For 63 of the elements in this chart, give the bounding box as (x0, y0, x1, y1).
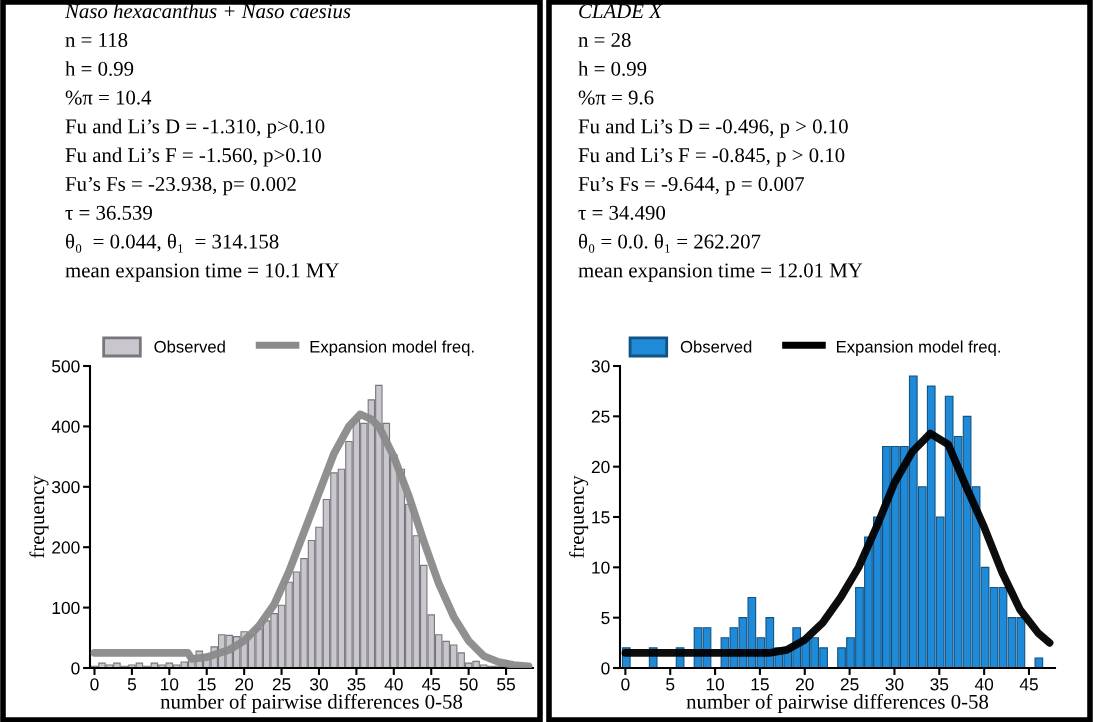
x-tick-label: 25 (272, 678, 291, 691)
chart-title: Naso hexacanthus + Naso caesius (64, 3, 351, 19)
x-tick-label: 55 (497, 678, 515, 691)
text: h = 0.99 (578, 61, 647, 76)
y-tick-label: 15 (592, 511, 610, 524)
text: Fu and Li’s F = -0.845, p > 0.10 (578, 147, 845, 167)
x-tick-label: 15 (751, 678, 769, 691)
x-tick-label: 30 (885, 678, 904, 691)
x-tick-label: 0 (90, 678, 99, 691)
x-tick-label: 35 (930, 678, 949, 691)
legend-label: Expansion model freq. (837, 340, 1000, 356)
text: h = 0.99 (65, 61, 134, 76)
x-tick-label: 20 (795, 678, 814, 691)
x-tick-label: 10 (706, 678, 725, 691)
x-tick-label: 20 (235, 678, 254, 691)
x-tick-label: 0 (621, 678, 630, 691)
x-tick-label: 45 (421, 678, 441, 691)
x-tick-label: 25 (840, 678, 859, 691)
x-axis-title: number of pairwise differences 0-58 (160, 693, 463, 714)
y-tick-label: 500 (52, 360, 80, 373)
chart-title: CLADE X (579, 4, 663, 19)
text: mean expansion time = 12.01 MY (578, 263, 863, 282)
y-tick-label: 30 (591, 360, 610, 373)
text: %π = 10.4 (65, 90, 152, 105)
x-tick-label: 50 (459, 678, 478, 691)
text: Fu and Li’s D = -0.496, p > 0.10 (578, 118, 848, 138)
y-tick-label: 100 (52, 601, 80, 615)
text: θ₀ = 0.0. θ₁ = 262.207 (578, 233, 761, 253)
x-axis-title: number of pairwise differences 0-58 (686, 693, 989, 714)
text: n = 28 (578, 32, 631, 48)
text: Fu’s Fs = -9.644, p = 0.007 (578, 176, 805, 196)
y-axis-title: frequency (569, 475, 589, 558)
text: mean expansion time = 10.1 MY (65, 263, 339, 282)
x-tick-label: 30 (309, 678, 328, 691)
text: Fu’s Fs = -23.938, p= 0.002 (65, 176, 296, 196)
x-tick-label: 40 (974, 678, 994, 691)
y-tick-label: 200 (52, 541, 80, 554)
text: θ₀ = 0.044, θ₁ = 314.158 (65, 233, 279, 253)
x-tick-label: 10 (160, 678, 179, 691)
text: %π = 9.6 (578, 90, 654, 105)
y-axis-title: frequency (29, 475, 49, 558)
y-tick-label: 10 (592, 561, 610, 574)
y-tick-label: 300 (51, 480, 80, 494)
x-tick-label: 5 (666, 678, 675, 691)
y-tick-label: 20 (591, 460, 610, 474)
text: τ = 34.490 (578, 205, 666, 220)
x-tick-label: 15 (198, 678, 216, 691)
legend-label: Observed (154, 340, 225, 353)
x-tick-label: 45 (1019, 678, 1038, 691)
legend-label: Expansion model freq. (310, 340, 474, 356)
x-tick-label: 35 (347, 678, 366, 691)
y-tick-label: 0 (601, 662, 610, 675)
y-tick-label: 25 (591, 410, 610, 423)
y-tick-label: 0 (71, 662, 80, 675)
text: Fu and Li’s D = -1.310, p>0.10 (65, 118, 325, 138)
text: n = 118 (65, 32, 128, 48)
y-tick-label: 400 (51, 420, 80, 433)
x-tick-label: 5 (127, 678, 137, 691)
y-tick-label: 5 (601, 612, 610, 625)
legend-label: Observed (680, 340, 752, 353)
x-tick-label: 40 (384, 678, 403, 691)
text: τ = 36.539 (65, 205, 152, 220)
text: Fu and Li’s F = -1.560, p>0.10 (65, 147, 321, 167)
